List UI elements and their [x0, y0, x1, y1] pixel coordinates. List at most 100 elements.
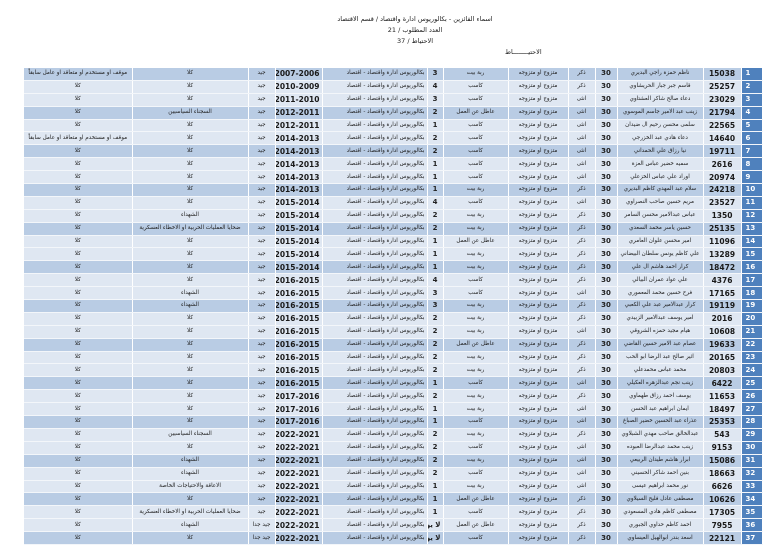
cell-score: 30	[595, 480, 618, 494]
cell-marital: متزوج او متزوجه	[508, 68, 569, 81]
cell-score: 30	[595, 247, 618, 262]
cell-year: 2014-2013	[275, 157, 323, 172]
cell-category: كلا	[132, 325, 249, 339]
cell-no: 22	[741, 338, 763, 352]
cell-marital: متزوج او متزوجه	[508, 286, 569, 301]
cell-marital: متزوج او متزوجه	[508, 106, 569, 120]
table-row: 7 19711 نيا رزاق علي الحمداني 30 انثى متزوج ا…	[24, 144, 763, 159]
cell-score: 30	[595, 131, 618, 146]
cell-id: 2016	[703, 312, 742, 326]
cell-major: بكالوريوس ادارة واقتصاد - اقتصاد	[322, 93, 428, 107]
cell-no: 37	[741, 531, 763, 545]
cell-marital: متزوج او متزوجه	[508, 93, 569, 107]
cell-notes: كلا	[24, 170, 133, 185]
cell-id: 10608	[703, 325, 742, 339]
cell-name: حسين ياسر محمد السعدي	[617, 222, 704, 236]
cell-category: الشهداء	[132, 209, 249, 223]
cell-notes: كلا	[24, 441, 133, 455]
cell-cnt: 1	[427, 480, 444, 494]
cell-notes: كلا	[24, 376, 133, 391]
cell-category: كلا	[132, 144, 249, 159]
cell-category: كلا	[132, 93, 249, 107]
cell-year: 2015-2014	[275, 235, 323, 249]
cell-job: ربة بيت	[443, 312, 509, 326]
cell-cnt: 1	[427, 376, 444, 391]
cell-major: بكالوريوس ادارة واقتصاد - اقتصاد	[322, 467, 428, 481]
cell-year: 2022-2021	[275, 441, 323, 455]
cell-name: علي عواد عمران البيالي	[617, 273, 704, 288]
table-row: 33 6626 نور محمد ابراهيم عيسى 30 انثى متزوج ا…	[24, 480, 763, 494]
cell-grade: جيد	[248, 131, 276, 146]
cell-no: 34	[741, 492, 763, 507]
cell-id: 23527	[703, 196, 742, 210]
cell-job: ربة بيت	[443, 68, 509, 81]
cell-major: بكالوريوس ادارة واقتصاد - اقتصاد	[322, 312, 428, 326]
cell-score: 30	[595, 325, 618, 339]
cell-gender: ذكر	[568, 312, 596, 326]
cell-marital: متزوج او متزوجه	[508, 480, 569, 494]
table-row: 21 10608 هيام مجيد حمزه الشروقي 30 انثى متزوج…	[24, 325, 763, 339]
cell-notes: كلا	[24, 312, 133, 326]
cell-gender: انثى	[568, 196, 596, 210]
cell-id: 11653	[703, 389, 742, 404]
cell-grade: جيد	[248, 441, 276, 455]
cell-year: 2015-2014	[275, 247, 323, 262]
cell-cnt: 2	[427, 131, 444, 146]
cell-year: 2016-2015	[275, 325, 323, 339]
cell-gender: انثى	[568, 170, 596, 185]
cell-job: ربة بيت	[443, 260, 509, 275]
cell-notes: كلا	[24, 415, 133, 429]
cell-grade: جيد	[248, 389, 276, 404]
cell-major: بكالوريوس ادارة واقتصاد - اقتصاد	[322, 222, 428, 236]
cell-cnt: 1	[427, 402, 444, 417]
cell-job: ربة بيت	[443, 389, 509, 404]
cell-marital: متزوج او متزوجه	[508, 363, 569, 378]
table-row: 12 1350 عباس عبدالامير محسن السامر 30 ذكر متز…	[24, 209, 763, 223]
cell-category: كلا	[132, 119, 249, 133]
cell-cnt: 1	[427, 157, 444, 172]
cell-gender: ذكر	[568, 505, 596, 520]
cell-score: 30	[595, 428, 618, 442]
cell-name: فرح حسين محمد المعموري	[617, 286, 704, 301]
cell-marital: متزوج او متزوجه	[508, 492, 569, 507]
cell-notes: كلا	[24, 402, 133, 417]
cell-major: بكالوريوس ادارة واقتصاد - اقتصاد	[322, 299, 428, 313]
cell-year: 2016-2015	[275, 363, 323, 378]
cell-gender: انثى	[568, 415, 596, 429]
cell-name: امير يوسف عبدالامير الزبيدي	[617, 312, 704, 326]
cell-id: 11096	[703, 235, 742, 249]
table-row: 36 7955 احمد كاظم حداوي الجبوري 30 ذكر متزوج …	[24, 518, 763, 533]
cell-grade: جيد	[248, 480, 276, 494]
cell-id: 19633	[703, 338, 742, 352]
cell-category: كلا	[132, 338, 249, 352]
cell-no: 1	[741, 68, 763, 81]
cell-id: 9153	[703, 441, 742, 455]
cell-marital: متزوج او متزوجه	[508, 376, 569, 391]
cell-major: بكالوريوس ادارة واقتصاد - اقتصاد	[322, 260, 428, 275]
cell-name: نور محمد ابراهيم عيسى	[617, 480, 704, 494]
cell-grade: جيد	[248, 222, 276, 236]
cell-notes: كلا	[24, 183, 133, 197]
cell-no: 13	[741, 222, 763, 236]
cell-score: 30	[595, 518, 618, 533]
cell-gender: ذكر	[568, 273, 596, 288]
cell-marital: متزوج او متزوجه	[508, 260, 569, 275]
cell-grade: جيد	[248, 170, 276, 185]
cell-job: كاسب	[443, 170, 509, 185]
cell-year: 2007-2006	[275, 68, 323, 81]
cell-score: 30	[595, 196, 618, 210]
cell-marital: متزوج او متزوجه	[508, 518, 569, 533]
cell-cnt: 1	[427, 415, 444, 429]
cell-category: كلا	[132, 389, 249, 404]
cell-cnt: 3	[427, 299, 444, 313]
cell-category: الشهداء	[132, 299, 249, 313]
cell-year: 2015-2014	[275, 222, 323, 236]
cell-notes: كلا	[24, 505, 133, 520]
cell-gender: ذكر	[568, 531, 596, 545]
cell-year: 2014-2013	[275, 144, 323, 159]
cell-score: 30	[595, 273, 618, 288]
cell-category: الشهداء	[132, 286, 249, 301]
cell-id: 17165	[703, 286, 742, 301]
cell-id: 23029	[703, 93, 742, 107]
cell-name: دعاء صالح شاكر العشتاوي	[617, 93, 704, 107]
